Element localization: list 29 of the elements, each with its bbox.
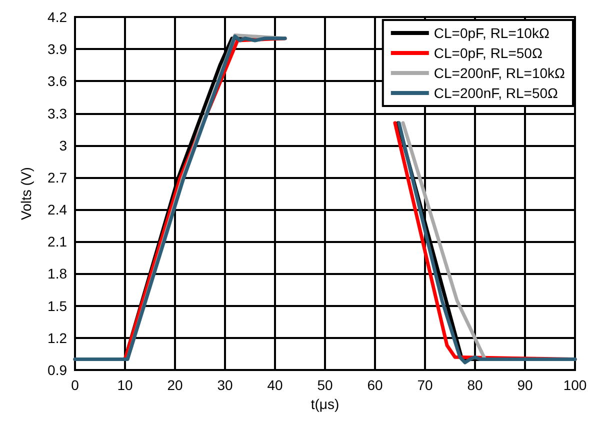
y-tick-label: 2.7 [48, 169, 68, 186]
y-axis-title: Volts (V) [18, 167, 34, 220]
x-tick-label: 50 [317, 377, 333, 393]
x-tick-label: 100 [563, 377, 587, 393]
y-tick-label: 1.5 [48, 298, 68, 314]
x-tick-label: 0 [71, 377, 80, 393]
y-tick-label: 3 [59, 137, 68, 154]
x-tick-label: 30 [217, 377, 233, 393]
x-tick-label: 70 [417, 377, 433, 393]
x-tick-label: 20 [167, 377, 183, 393]
y-tick-label: 2.1 [48, 234, 68, 250]
y-tick-label: 3.9 [48, 41, 68, 58]
x-tick-label: 40 [267, 377, 283, 393]
y-tick-label: 3.6 [48, 73, 68, 90]
x-tick-label: 10 [117, 377, 133, 393]
legend-label: CL=0pF, RL=50Ω [434, 45, 542, 61]
x-tick-label: 60 [367, 377, 383, 393]
x-tick-label: 80 [467, 377, 483, 393]
y-tick-label: 1.2 [48, 330, 68, 346]
y-tick-label: 4.2 [48, 9, 68, 25]
legend-label: CL=0pF, RL=10kΩ [434, 25, 550, 41]
y-tick-label: 1.8 [48, 266, 68, 282]
x-axis-title: t(μs) [310, 396, 340, 412]
legend-label: CL=200nF, RL=10kΩ [434, 65, 566, 81]
y-tick-label: 2.4 [48, 202, 68, 218]
x-tick-label: 90 [517, 377, 533, 393]
y-tick-label: 3.3 [48, 105, 68, 122]
legend-label: CL=200nF, RL=50Ω [434, 85, 558, 101]
y-tick-label: 0.9 [48, 362, 68, 378]
